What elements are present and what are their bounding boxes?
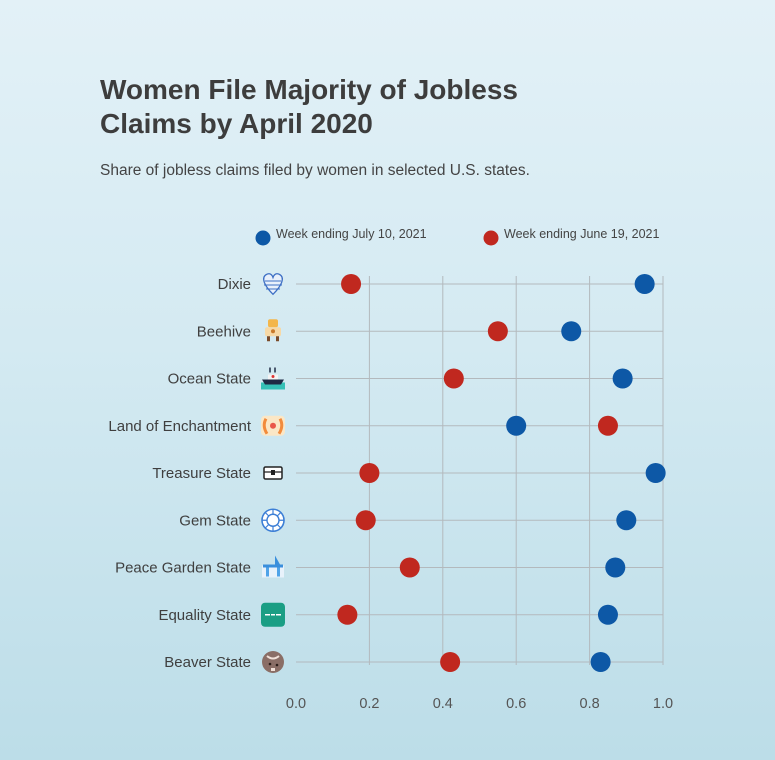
point-june-19-gem-state xyxy=(355,510,376,531)
category-label: Gem State xyxy=(179,512,251,529)
category-label: Treasure State xyxy=(152,465,251,482)
point-june-19-land-of-enchantment xyxy=(597,415,618,436)
legend-swatch xyxy=(483,230,499,246)
equality-icon xyxy=(261,602,285,627)
data-points xyxy=(337,274,666,672)
x-tick-label: 0.2 xyxy=(359,696,379,712)
peace-garden-icon xyxy=(262,555,284,578)
x-axis: 0.0 0.2 0.4 0.6 0.8 1.0 xyxy=(286,696,673,712)
point-june-19-beehive xyxy=(487,321,508,342)
point-june-19-ocean-state xyxy=(443,368,464,389)
category-label: Dixie xyxy=(218,276,251,293)
x-tick-label: 0.8 xyxy=(580,696,600,712)
legend-label: Week ending July 10, 2021 xyxy=(276,227,427,241)
point-july-10-ocean-state xyxy=(612,368,633,389)
grid xyxy=(368,276,664,665)
category-label: Ocean State xyxy=(168,371,251,388)
category-label: Beehive xyxy=(197,323,251,340)
legend: Week ending July 10, 2021 Week ending Jun… xyxy=(255,227,659,246)
point-june-19-treasure-state xyxy=(359,463,380,483)
chart-subtitle: Share of jobless claims filed by women i… xyxy=(100,162,530,179)
category-label: Land of Enchantment xyxy=(108,418,251,435)
x-tick-label: 0.0 xyxy=(286,696,306,712)
treasure-chest-icon xyxy=(263,466,283,480)
chart-title: Women File Majority of Jobless Claims by… xyxy=(100,74,519,139)
point-june-19-beaver-state xyxy=(440,652,461,672)
point-july-10-land-of-enchantment xyxy=(506,415,527,436)
point-july-10-gem-state xyxy=(616,510,637,531)
x-tick-label: 0.4 xyxy=(433,696,453,712)
legend-label: Week ending June 19, 2021 xyxy=(504,227,659,241)
point-july-10-treasure-state xyxy=(645,463,666,483)
point-june-19-dixie xyxy=(341,274,362,294)
point-july-10-peace-garden-state xyxy=(605,557,626,578)
category-label: Beaver State xyxy=(164,654,251,671)
category-label: Equality State xyxy=(158,607,251,624)
point-july-10-equality-state xyxy=(597,604,618,625)
point-july-10-beehive xyxy=(561,321,582,342)
beehive-icon xyxy=(265,319,281,342)
category-rows: Dixie Beehive Ocean State Land of Enchan… xyxy=(108,273,663,673)
category-label: Peace Garden State xyxy=(115,560,251,577)
x-tick-label: 1.0 xyxy=(653,696,673,712)
point-july-10-dixie xyxy=(634,274,655,294)
heart-flag-icon xyxy=(263,273,283,296)
legend-swatch xyxy=(255,230,271,246)
gem-icon xyxy=(261,508,285,533)
point-july-10-beaver-state xyxy=(590,652,611,672)
point-june-19-equality-state xyxy=(337,604,358,625)
beaver-icon xyxy=(262,651,284,673)
x-tick-label: 0.6 xyxy=(506,696,526,712)
point-june-19-peace-garden-state xyxy=(399,557,420,578)
chili-peppers-icon xyxy=(261,415,285,436)
ship-icon xyxy=(261,367,285,390)
